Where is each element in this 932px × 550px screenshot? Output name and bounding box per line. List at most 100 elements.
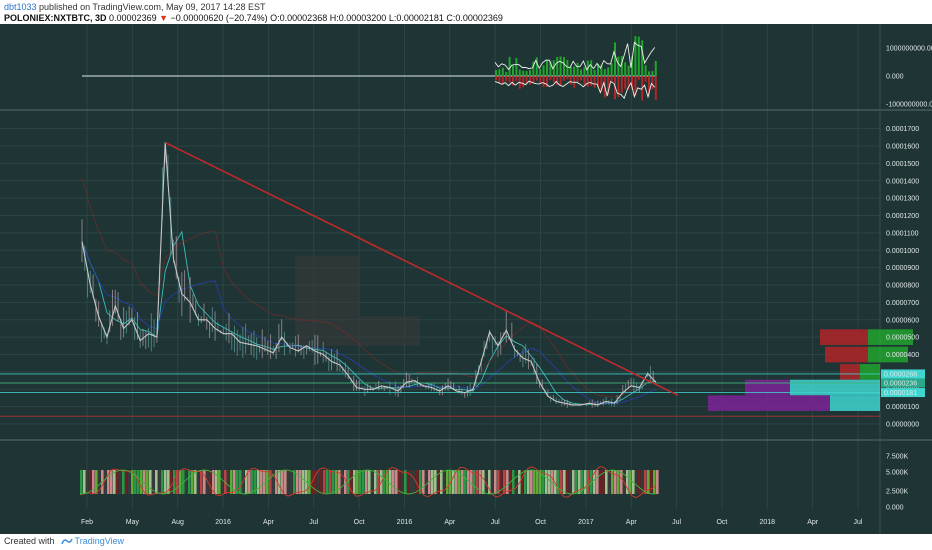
oscillator-heat-bar bbox=[365, 470, 368, 494]
x-tick-label: Oct bbox=[535, 519, 546, 526]
oscillator-heat-bar bbox=[596, 470, 599, 494]
oscillator-heat-bar bbox=[533, 470, 536, 494]
x-tick-label: 2018 bbox=[760, 519, 776, 526]
created-with-label: Created with bbox=[4, 536, 55, 546]
flow-bar-down bbox=[620, 76, 623, 93]
chart-area[interactable]: Feb May Aug 2016 Apr Jul Oct 2016 Apr Jul Oct 2017 A… bbox=[0, 24, 932, 534]
flow-bar-up bbox=[498, 69, 501, 76]
flow-bar-down bbox=[501, 76, 504, 85]
oscillator-heat-bar bbox=[161, 470, 164, 494]
oscillator-heat-bar bbox=[599, 470, 602, 494]
flow-bar-up bbox=[549, 60, 552, 76]
oscillator-heat-bar bbox=[512, 470, 515, 494]
oscillator-heat-bar bbox=[296, 470, 299, 494]
oscillator-heat-bar bbox=[323, 470, 326, 494]
oscillator-heat-bar bbox=[155, 470, 158, 494]
oscillator-heat-bar bbox=[389, 470, 392, 494]
flow-bar-down bbox=[566, 76, 569, 80]
oscillator-heat-bar bbox=[548, 470, 551, 494]
y-tick-label: 0.0001600 bbox=[886, 144, 919, 151]
flow-bar-up bbox=[617, 56, 620, 76]
oscillator-heat-bar bbox=[227, 470, 230, 494]
chart-header: dbt1033 published on TradingView.com, Ma… bbox=[0, 0, 932, 24]
oscillator-heat-bar bbox=[257, 470, 260, 494]
oscillator-heat-bar bbox=[575, 470, 578, 494]
oscillator-heat-bar bbox=[644, 470, 647, 494]
chart-canvas[interactable]: Feb May Aug 2016 Apr Jul Oct 2016 Apr Jul Oct 2017 A… bbox=[0, 24, 932, 534]
y-tick-label: 0.0000100 bbox=[886, 404, 919, 411]
x-tick-label: Apr bbox=[263, 519, 275, 526]
oscillator-heat-bar bbox=[377, 470, 380, 494]
osc-y-tick-label: 7.500K bbox=[886, 454, 909, 461]
flow-bar-down bbox=[590, 76, 593, 86]
flow-bar-up bbox=[569, 66, 572, 76]
upper-band-line bbox=[81, 177, 657, 397]
flow-bar-down bbox=[573, 76, 576, 88]
oscillator-heat-bar bbox=[488, 470, 491, 494]
flow-bar-up bbox=[508, 56, 511, 76]
flow-bar-down bbox=[580, 76, 582, 81]
oscillator-heat-bar bbox=[350, 470, 353, 494]
ohlc-line: POLONIEX:NXTBTC, 3D 0.00002369 ▼ −0.0000… bbox=[4, 13, 503, 23]
oscillator-heat-bar bbox=[467, 470, 470, 494]
symbol-label: POLONIEX:NXTBTC, 3D bbox=[4, 13, 107, 23]
flow-bar-down bbox=[607, 76, 610, 95]
oscillator-heat-bar bbox=[605, 470, 608, 494]
oscillator-heat-bar bbox=[479, 470, 482, 494]
oscillator-heat-bar bbox=[560, 470, 563, 494]
y-tick-label: 0.0001700 bbox=[886, 126, 919, 133]
y-tick-label: 0.0000400 bbox=[886, 352, 919, 359]
oscillator-heat-bar bbox=[572, 470, 575, 494]
y-tick-label: 0.0000900 bbox=[886, 265, 919, 272]
flow-bar-down bbox=[525, 76, 528, 84]
price-axis-label: 0.0000288 bbox=[884, 371, 917, 378]
flow-bar-up bbox=[641, 40, 644, 76]
osc-y-tick-label: 0.000 bbox=[886, 505, 904, 512]
price-axis-label: 0.0000236 bbox=[884, 381, 917, 388]
oscillator-heat-bar bbox=[581, 470, 584, 494]
flow-bar-down bbox=[556, 76, 559, 86]
oscillator-heat-bar bbox=[401, 470, 404, 494]
oscillator-heat-bar bbox=[434, 470, 437, 494]
oscillator-heat-bar bbox=[626, 470, 629, 494]
flow-bar-down bbox=[617, 76, 620, 98]
x-tick-label: Jul bbox=[309, 519, 318, 526]
y-tick-label: 0.0001100 bbox=[886, 230, 919, 237]
oscillator-heat-bar bbox=[584, 470, 587, 494]
flow-bar-up bbox=[590, 60, 593, 76]
flow-bar-up bbox=[651, 71, 654, 76]
oscillator-heat-bar bbox=[383, 470, 386, 494]
flow-bar-down bbox=[586, 76, 589, 87]
tradingview-link[interactable]: TradingView bbox=[74, 536, 125, 546]
oscillator-heat-bar bbox=[440, 470, 443, 494]
oscillator-heat-bar bbox=[527, 470, 530, 494]
flow-bar-down bbox=[651, 76, 654, 90]
oscillator-heat-bar bbox=[500, 470, 503, 494]
x-tick-label: Apr bbox=[807, 519, 819, 526]
price-line bbox=[81, 142, 657, 406]
flow-bar-up bbox=[620, 55, 623, 76]
oscillator-heat-bar bbox=[149, 470, 152, 494]
oscillator-heat-bar bbox=[113, 470, 116, 494]
oscillator-heat-bar bbox=[650, 470, 653, 494]
oscillator-heat-bar bbox=[92, 470, 95, 494]
author-link[interactable]: dbt1033 bbox=[4, 2, 37, 12]
flow-bar-up bbox=[563, 57, 565, 76]
oscillator-heat-bar bbox=[272, 470, 275, 494]
oscillator-heat-bar bbox=[197, 470, 200, 494]
x-tick-label: Aug bbox=[171, 519, 184, 526]
oscillator-heat-bar bbox=[362, 470, 365, 494]
oscillator-heat-bar bbox=[587, 470, 590, 494]
flow-bar-up bbox=[559, 56, 562, 76]
oscillator-heat-bar bbox=[218, 470, 221, 494]
flow-bar-down bbox=[593, 76, 596, 88]
flow-bar-down bbox=[542, 76, 545, 88]
x-tick-label: Jul bbox=[672, 519, 681, 526]
oscillator-heat-bar bbox=[602, 470, 605, 494]
oscillator-heat-bar bbox=[275, 470, 278, 494]
x-tick-label: 2016 bbox=[215, 519, 231, 526]
oscillator-heat-bar bbox=[551, 470, 554, 494]
price-axis-tag bbox=[881, 369, 925, 379]
flow-bar-down bbox=[610, 76, 613, 82]
flow-bar-down bbox=[539, 76, 542, 85]
